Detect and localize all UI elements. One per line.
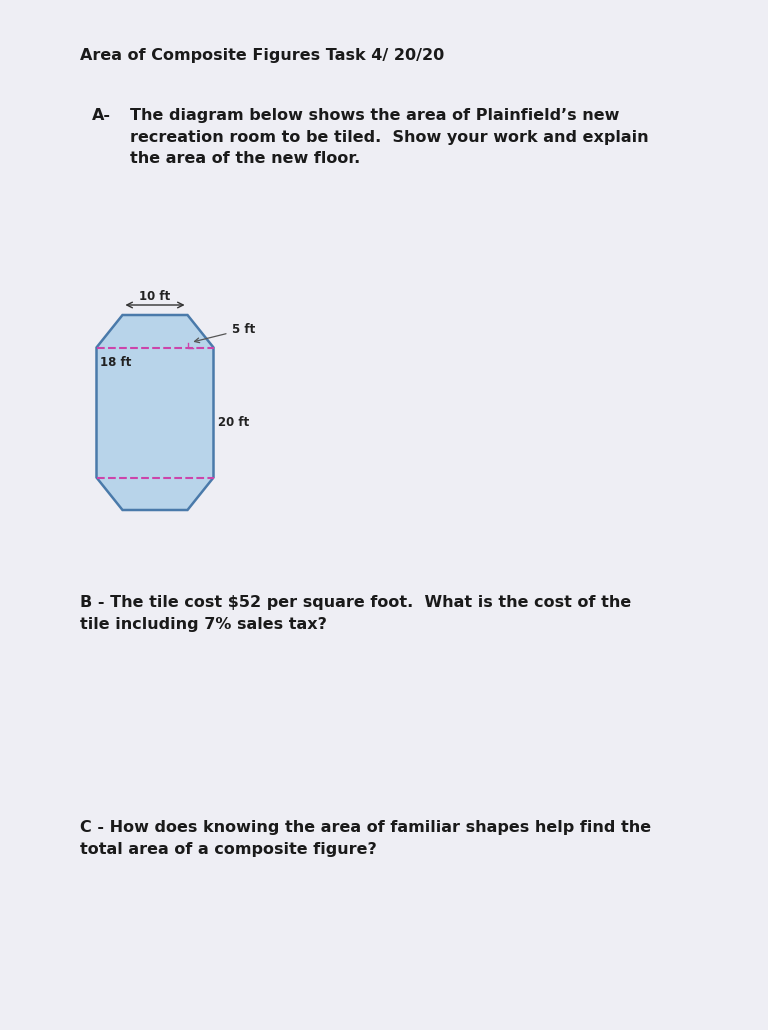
Text: 20 ft: 20 ft [219,416,250,430]
Text: The diagram below shows the area of Plainfield’s new
recreation room to be tiled: The diagram below shows the area of Plai… [130,108,649,166]
Text: B - The tile cost $52 per square foot.  What is the cost of the
tile including 7: B - The tile cost $52 per square foot. W… [80,595,631,631]
Text: A-: A- [92,108,111,123]
Text: 18 ft: 18 ft [101,355,132,369]
Polygon shape [97,315,214,510]
Text: 10 ft: 10 ft [139,290,170,303]
Text: 5 ft: 5 ft [194,323,255,343]
Text: Area of Composite Figures Task 4/ 20/20: Area of Composite Figures Task 4/ 20/20 [80,48,444,63]
Text: C - How does knowing the area of familiar shapes help find the
total area of a c: C - How does knowing the area of familia… [80,820,651,857]
